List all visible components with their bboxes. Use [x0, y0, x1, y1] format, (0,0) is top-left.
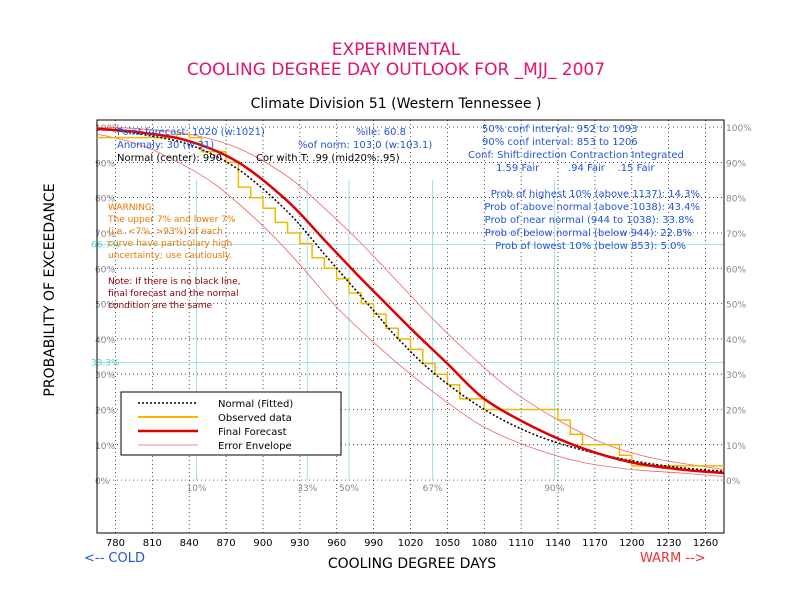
y-tick-label-right-80: 80% [726, 195, 746, 205]
y-tick-label-right-20: 20% [726, 406, 746, 416]
chart-subtitle: Climate Division 51 (Western Tennessee ) [251, 96, 542, 112]
warning-line-5: uncertainty; use cautiously. [108, 251, 232, 261]
y-tick-label-left-60: 60% [95, 265, 115, 275]
y-tick-label-right-10: 10% [726, 442, 746, 452]
cold-label: <-- COLD [84, 551, 145, 566]
x-tick-label-840: 840 [180, 538, 199, 549]
warm-label: WARM --> [640, 551, 706, 566]
y-tick-label-left-80: 80% [95, 195, 115, 205]
envelope-upper-line [96, 126, 725, 470]
legend-label-observed: Observed data [218, 413, 292, 424]
x-tick-label-780: 780 [106, 538, 125, 549]
y-tick-label-left-70: 70% [95, 230, 115, 240]
series-layer [96, 126, 725, 477]
y-axis-title: PROBABILITY OF EXCEEDANCE [42, 183, 58, 396]
x-tick-label-1140: 1140 [545, 538, 570, 549]
observed-data-line [97, 133, 724, 467]
prob-above-text: Prob of above normal (above 1038): 43.4% [484, 202, 700, 213]
x-tick-label-990: 990 [364, 538, 383, 549]
percentile-label-2: 50% [339, 484, 359, 494]
y-tick-label-left-40: 40% [95, 336, 115, 346]
prob-highest-text: Prob of highest 10% (above 1137): 14.3% [491, 189, 700, 200]
point-forecast-text: Point forecast: 1020 (w:1021) [117, 127, 265, 138]
x-tick-label-810: 810 [143, 538, 162, 549]
y-tick-label-left-90: 90% [95, 159, 115, 169]
note-line-1: Note: If there is no black line, [108, 277, 241, 287]
y-tick-label-right-90: 90% [726, 159, 746, 169]
y-tick-label-right-70: 70% [726, 230, 746, 240]
grid-layer: 780 810 840 870 900 930 960 990 1020 1050 1080 1110… [91, 120, 752, 549]
y-tick-label-right-50: 50% [726, 301, 746, 311]
legend: Normal (Fitted) Observed data Final Fore… [120, 391, 342, 456]
percentile-label-0: 10% [187, 484, 207, 494]
y-tick-label-right-100: 100% [726, 124, 752, 134]
normal-center-text: Normal (center): 990 [117, 153, 222, 164]
plot-frame [96, 119, 725, 534]
envelope-lower-line [96, 133, 725, 477]
final-forecast-line [96, 127, 725, 475]
legend-label-normal: Normal (Fitted) [218, 399, 293, 410]
conf90-text: 90% conf interval: 853 to 1206 [482, 137, 638, 148]
x-tick-label-1170: 1170 [582, 538, 607, 549]
percentile-label-4: 90% [544, 484, 564, 494]
warning-line-3: (i.e. <7%, >93%) of each [108, 227, 223, 237]
note-line-3: condition are the same [108, 301, 212, 311]
x-tick-label-1080: 1080 [472, 538, 497, 549]
x-tick-label-1110: 1110 [508, 538, 533, 549]
title-line2: COOLING DEGREE DAY OUTLOOK FOR _MJJ_ 200… [187, 60, 605, 80]
warning-line-4: curve have particulary high [108, 239, 232, 249]
conf-header-text: Conf: Shift direction Contraction Integr… [468, 150, 684, 161]
legend-label-envelope: Error Envelope [218, 441, 292, 452]
y-tick-label-right-30: 30% [726, 371, 746, 381]
y-tick-label-left-30: 30% [95, 371, 115, 381]
conf-values-text: 1.59 Fair .94 Fair .15 Fair [496, 163, 655, 174]
x-tick-label-1050: 1050 [435, 538, 460, 549]
highlight-label-1: 33.3% [91, 359, 120, 369]
x-tick-label-930: 930 [290, 538, 309, 549]
y-tick-label-right-0: 0% [726, 477, 741, 487]
prob-lowest-text: Prob of lowest 10% (below 853): 5.0% [495, 241, 686, 252]
x-axis-title: COOLING DEGREE DAYS [328, 556, 496, 572]
warning-line-2: The upper 7% and lower 7% [107, 215, 236, 225]
anomaly-text: Anomaly: 30 (w:31) [117, 140, 214, 151]
y-tick-label-left-0: 0% [95, 477, 110, 487]
note-line-2: final forecast and the normal [108, 289, 238, 299]
percentile-text: %ile: 60.8 [356, 127, 406, 138]
legend-label-final: Final Forecast [218, 427, 287, 438]
x-tick-label-960: 960 [327, 538, 346, 549]
x-tick-label-1200: 1200 [619, 538, 644, 549]
x-tick-label-900: 900 [253, 538, 272, 549]
percentile-label-3: 67% [423, 484, 443, 494]
warning-line-1: WARNING: [108, 203, 155, 213]
x-tick-label-1230: 1230 [656, 538, 681, 549]
pct-normal-text: %of norm: 103.0 (w:103.1) [298, 140, 432, 151]
x-tick-label-1020: 1020 [398, 538, 423, 549]
prob-near-text: Prob of near normal (944 to 1038): 33.8% [485, 215, 694, 226]
y-tick-label-right-60: 60% [726, 265, 746, 275]
y-tick-label-right-40: 40% [726, 336, 746, 346]
x-tick-label-870: 870 [217, 538, 236, 549]
percentile-label-1: 33% [297, 484, 317, 494]
y-tick-label-left-50: 50% [95, 301, 115, 311]
correlation-text: Cor with T: .99 (mid20%:.95) [256, 153, 400, 164]
conf50-text: 50% conf interval: 952 to 1093 [482, 124, 638, 135]
legend-box [120, 391, 342, 456]
y-tick-label-left-20: 20% [95, 406, 115, 416]
x-tick-label-1260: 1260 [693, 538, 718, 549]
title-line1: EXPERIMENTAL [332, 40, 461, 60]
prob-below-text: Prob of below normal (below 944): 22.8% [485, 228, 692, 239]
y-tick-label-left-10: 10% [95, 442, 115, 452]
highlight-label-0: 66.7% [91, 241, 120, 251]
